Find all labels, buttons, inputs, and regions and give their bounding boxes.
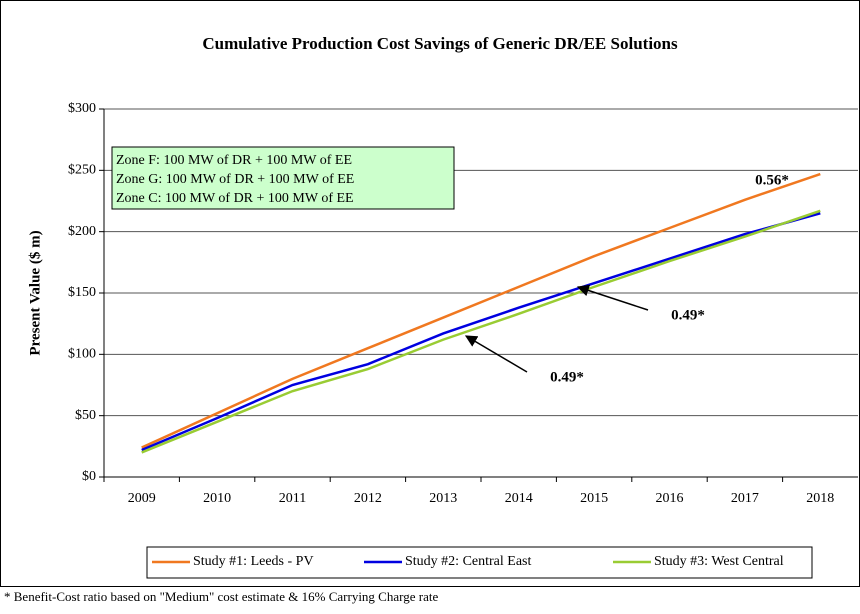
x-tick-label: 2018 [806, 491, 834, 506]
series-line [141, 172, 821, 449]
annotation: 0.49* [550, 369, 584, 385]
x-tick-label: 2017 [731, 491, 759, 506]
y-tick-label: $200 [68, 224, 96, 239]
legend-label: Study #1: Leeds - PV [193, 554, 314, 569]
legend-label: Study #2: Central East [405, 554, 531, 569]
y-tick-label: $0 [82, 469, 96, 484]
chart-title: Cumulative Production Cost Savings of Ge… [202, 34, 678, 53]
y-tick-label: $50 [75, 408, 96, 423]
y-tick-label: $100 [68, 347, 96, 362]
x-tick-label: 2016 [656, 491, 684, 506]
annotation: 0.56* [755, 172, 789, 188]
series-line [141, 212, 821, 452]
x-tick-label: 2014 [505, 491, 533, 506]
y-axis-title: Present Value ($ m) [27, 230, 43, 355]
annotation-arrow [576, 284, 649, 311]
legend-label: Study #3: West Central [654, 554, 784, 569]
y-tick-label: $250 [68, 163, 96, 178]
series-line [141, 209, 821, 454]
x-tick-label: 2011 [279, 491, 306, 506]
y-tick-label: $150 [68, 285, 96, 300]
x-tick-label: 2010 [203, 491, 231, 506]
annotation-arrow [464, 335, 528, 373]
x-tick-label: 2009 [128, 491, 156, 506]
text-box-line: Zone G: 100 MW of DR + 100 MW of EE [116, 172, 354, 187]
text-box [111, 146, 455, 210]
y-tick-label: $300 [68, 101, 96, 116]
text-box-line: Zone C: 100 MW of DR + 100 MW of EE [116, 191, 354, 206]
legend-box [146, 546, 813, 579]
annotation: 0.49* [671, 307, 705, 323]
x-tick-label: 2013 [429, 491, 457, 506]
x-tick-label: 2015 [580, 491, 608, 506]
text-box-line: Zone F: 100 MW of DR + 100 MW of EE [116, 153, 352, 168]
x-tick-label: 2012 [354, 491, 382, 506]
footnote: * Benefit-Cost ratio based on "Medium" c… [4, 589, 438, 604]
